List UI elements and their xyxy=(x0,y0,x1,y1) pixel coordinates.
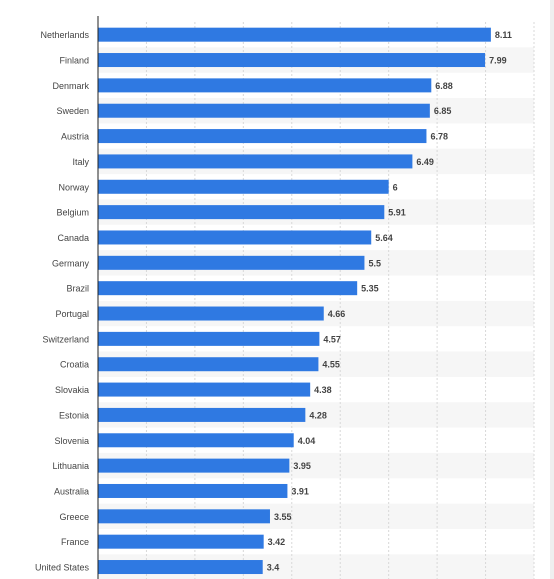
category-label: Australia xyxy=(54,486,89,496)
data-label: 5.35 xyxy=(361,284,379,294)
data-label: 3.4 xyxy=(267,563,280,573)
data-label: 5.64 xyxy=(375,233,393,243)
category-label: Brazil xyxy=(66,284,89,294)
data-label: 4.55 xyxy=(322,360,340,370)
bar[interactable] xyxy=(98,154,413,169)
category-label: Netherlands xyxy=(40,30,89,40)
bar[interactable] xyxy=(98,331,320,346)
scrollbar-edge xyxy=(550,0,554,579)
bar[interactable] xyxy=(98,281,358,296)
bar[interactable] xyxy=(98,357,319,372)
bar[interactable] xyxy=(98,53,486,68)
data-label: 3.91 xyxy=(291,486,309,496)
data-label: 3.95 xyxy=(293,461,311,471)
category-label: France xyxy=(61,537,89,547)
data-label: 6 xyxy=(393,182,398,192)
bar[interactable] xyxy=(98,27,491,42)
data-label: 4.28 xyxy=(309,410,327,420)
category-label: Greece xyxy=(59,512,89,522)
bar[interactable] xyxy=(98,382,311,397)
bar[interactable] xyxy=(98,103,430,118)
data-label: 4.04 xyxy=(298,436,316,446)
data-label: 3.55 xyxy=(274,512,292,522)
category-label: Portugal xyxy=(55,309,89,319)
bar[interactable] xyxy=(98,407,306,422)
data-label: 6.88 xyxy=(435,81,453,91)
category-label: Germany xyxy=(52,258,90,268)
category-label: Austria xyxy=(61,132,89,142)
category-label: Denmark xyxy=(52,81,89,91)
category-label: Lithuania xyxy=(52,461,89,471)
bar[interactable] xyxy=(98,230,372,245)
data-label: 5.91 xyxy=(388,208,406,218)
bar[interactable] xyxy=(98,306,324,321)
data-label: 4.57 xyxy=(323,334,341,344)
bar[interactable] xyxy=(98,483,288,498)
data-label: 6.49 xyxy=(416,157,434,167)
bar[interactable] xyxy=(98,534,264,549)
category-label: Canada xyxy=(57,233,89,243)
category-label: Finland xyxy=(59,56,89,66)
bar[interactable] xyxy=(98,205,385,220)
category-label: Belgium xyxy=(56,208,89,218)
category-label: Italy xyxy=(72,157,89,167)
category-label: Norway xyxy=(58,182,89,192)
bar[interactable] xyxy=(98,433,294,448)
data-label: 6.78 xyxy=(430,132,448,142)
bar[interactable] xyxy=(98,129,427,144)
category-label: United States xyxy=(35,563,90,573)
bar[interactable] xyxy=(98,179,389,194)
category-label: Slovenia xyxy=(54,436,89,446)
data-label: 4.66 xyxy=(328,309,346,319)
category-label: Switzerland xyxy=(42,334,89,344)
data-label: 8.11 xyxy=(495,30,512,40)
bar[interactable] xyxy=(98,458,290,473)
data-label: 5.5 xyxy=(368,258,381,268)
category-label: Slovakia xyxy=(55,385,89,395)
bar[interactable] xyxy=(98,78,432,93)
category-label: Sweden xyxy=(56,106,89,116)
data-label: 6.85 xyxy=(434,106,452,116)
data-label: 3.42 xyxy=(268,537,286,547)
category-label: Croatia xyxy=(60,360,89,370)
bar[interactable] xyxy=(98,509,270,524)
bar[interactable] xyxy=(98,560,263,575)
data-label: 4.38 xyxy=(314,385,332,395)
data-label: 7.99 xyxy=(489,56,507,66)
category-label: Estonia xyxy=(59,410,89,420)
bar[interactable] xyxy=(98,255,365,270)
